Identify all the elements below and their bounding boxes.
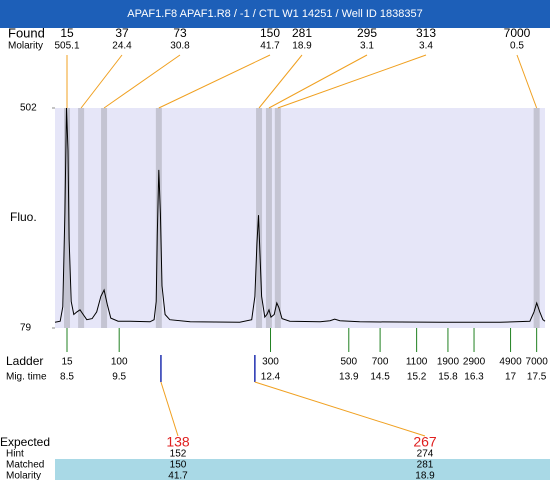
found-molarity: 41.7	[260, 41, 280, 52]
title: APAF1.F8 APAF1.R8 / -1 / CTL W1 14251 / …	[127, 8, 423, 20]
ladder-mig-time: 17	[505, 372, 517, 383]
ladder-size: 100	[111, 357, 128, 368]
peak-band	[155, 108, 162, 328]
found-size: 295	[357, 26, 377, 40]
ladder-mig-time: 12.4	[261, 372, 281, 383]
found-size: 7000	[504, 26, 531, 40]
expected-size: 267	[413, 434, 437, 450]
ladder-size: 7000	[526, 357, 549, 368]
found-molarity: 30.8	[170, 41, 190, 52]
found-connector	[268, 54, 368, 109]
ladder-size: 1900	[437, 357, 460, 368]
ladder-size: 300	[262, 357, 279, 368]
y-tick-label: 502	[20, 103, 37, 114]
hint-size: 152	[170, 449, 187, 460]
matched-molarity: 41.7	[168, 471, 188, 480]
peak-band	[274, 108, 281, 328]
matched-molarity: 18.9	[415, 471, 435, 480]
expected-connector	[254, 381, 426, 437]
expected-label: Expected	[0, 435, 50, 449]
peak-band	[78, 108, 85, 328]
found-size: 150	[260, 26, 280, 40]
expected-connector	[160, 381, 179, 437]
mig-time-label: Mig. time	[6, 372, 47, 383]
y-tick-label: 79	[20, 323, 32, 334]
ladder-size: 700	[372, 357, 389, 368]
found-connector	[516, 54, 538, 109]
found-size: 73	[173, 26, 187, 40]
found-connector	[277, 54, 427, 109]
ladder-mig-time: 15.2	[407, 372, 427, 383]
peak-band	[101, 108, 108, 328]
ladder-mig-time: 13.9	[339, 372, 359, 383]
plot-area	[55, 108, 545, 328]
found-size: 15	[60, 26, 74, 40]
ladder-mig-time: 8.5	[60, 372, 74, 383]
matched-size: 150	[170, 460, 187, 471]
hint-label: Hint	[6, 449, 24, 460]
found-size: 37	[115, 26, 129, 40]
hint-size: 274	[417, 449, 434, 460]
ladder-label: Ladder	[6, 354, 43, 368]
found-molarity: 24.4	[112, 41, 132, 52]
ladder-mig-time: 14.5	[370, 372, 390, 383]
matched-size: 281	[417, 460, 434, 471]
found-connector	[80, 54, 123, 109]
y-axis-label: Fluo.	[10, 210, 37, 224]
ladder-size: 1100	[406, 357, 428, 368]
found-molarity: 3.1	[360, 41, 374, 52]
found-size: 313	[416, 26, 436, 40]
molarity-label: Molarity	[8, 41, 43, 52]
found-molarity: 0.5	[510, 41, 524, 52]
found-connector	[158, 54, 271, 109]
found-connector	[103, 54, 181, 109]
found-label: Found	[8, 25, 45, 40]
ladder-size: 2900	[463, 357, 486, 368]
title-bar	[0, 0, 550, 28]
matched-label: Matched	[6, 460, 44, 471]
ladder-size: 15	[61, 357, 73, 368]
peak-band	[64, 108, 71, 328]
ladder-size: 4900	[499, 357, 522, 368]
ladder-mig-time: 9.5	[112, 372, 126, 383]
matched-row-bg	[55, 459, 550, 480]
found-connector	[258, 54, 303, 109]
peak-band	[265, 108, 272, 328]
ladder-mig-time: 16.3	[464, 372, 484, 383]
expected-size: 138	[166, 434, 190, 450]
found-size: 281	[292, 26, 312, 40]
found-molarity: 18.9	[292, 41, 312, 52]
ladder-mig-time: 17.5	[527, 372, 547, 383]
trace	[54, 107, 546, 323]
molarity-label: Molarity	[6, 471, 41, 480]
ladder-size: 500	[340, 357, 357, 368]
found-molarity: 505.1	[54, 41, 79, 52]
ladder-mig-time: 15.8	[438, 372, 458, 383]
peak-band	[533, 108, 540, 328]
found-molarity: 3.4	[419, 41, 433, 52]
